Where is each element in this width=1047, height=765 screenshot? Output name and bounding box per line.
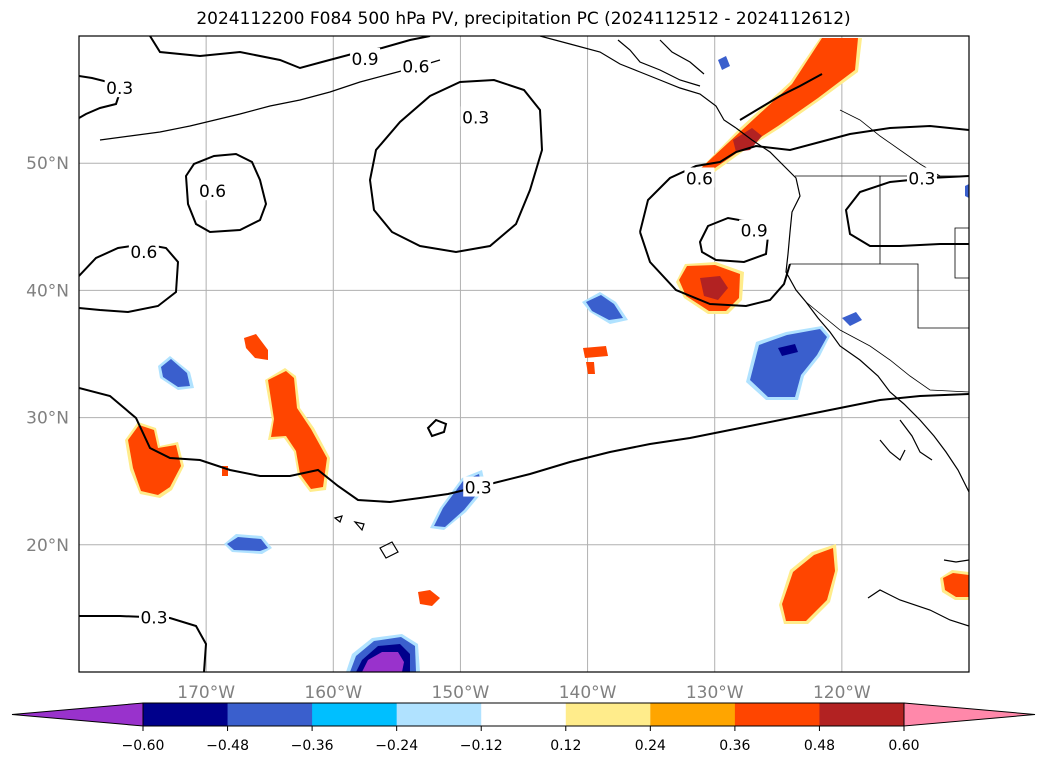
precip-region-extreme-negative [362, 652, 404, 672]
precip-region-positive [418, 590, 440, 606]
lat-label: 50°N [26, 154, 69, 174]
longitude-labels: 170°W 160°W 150°W 140°W 130°W 120°W [177, 683, 871, 703]
contour-label: 0.3 [106, 79, 133, 99]
colorbar-segment [312, 703, 398, 726]
precip-region-negative [750, 329, 827, 397]
precip-region-positive [268, 371, 327, 489]
colorbar-segment [481, 703, 567, 726]
colorbar-tick-label: −0.48 [206, 738, 249, 754]
pv-contour-0.9-north [149, 36, 431, 70]
precip-region-positive [128, 425, 181, 495]
precip-region-strong-positive [700, 276, 728, 300]
contour-label-bg [197, 180, 228, 201]
pv-contour-0.6-west [184, 152, 268, 234]
contour-label-bg [350, 47, 381, 68]
pv-contour-labels: 0.9 0.6 0.3 0.3 0.6 0.6 0.6 0.9 0.3 0.3 0.3 [104, 47, 937, 628]
contour-label: 0.3 [465, 479, 492, 499]
contour-label: 0.3 [462, 108, 489, 128]
lon-label: 150°W [432, 683, 490, 703]
contour-label: 0.3 [140, 608, 167, 628]
precip-region-negative [718, 56, 730, 70]
colorbar-segment [819, 703, 905, 726]
latitude-labels: 20°N 30°N 40°N 50°N [26, 154, 69, 556]
colorbar-tick-label: −0.36 [291, 738, 334, 754]
colorbar-tick-label: 0.12 [550, 738, 581, 754]
colorbar-tick-label: 0.24 [635, 738, 666, 754]
precip-region-positive [583, 346, 608, 358]
contour-label-bg [739, 219, 770, 240]
contour-label-bg [400, 55, 431, 76]
precip-region-positive [943, 573, 969, 597]
map-frame [78, 35, 970, 673]
pv-contour-0.3-north-cap [79, 75, 122, 119]
contour-label: 0.9 [741, 222, 768, 242]
colorbar-extend-over [903, 702, 1036, 727]
map-title: 2024112200 F084 500 hPa PV, precipitatio… [196, 9, 851, 29]
colorbar-segment [565, 703, 651, 726]
contour-label-bg [128, 241, 159, 262]
colorbar-tick-label: 0.36 [719, 738, 750, 754]
contour-label-bg [906, 167, 937, 188]
colorbar-extend-under [11, 702, 144, 727]
colorbar-segment [650, 703, 736, 726]
precip-region-strong-negative [778, 344, 798, 356]
precip-region-negative [586, 295, 623, 320]
contour-label-bg [139, 606, 170, 627]
contour-label-bg [684, 167, 715, 188]
contour-label: 0.3 [908, 169, 935, 189]
contour-label: 0.6 [402, 58, 429, 78]
colorbar-tick-label: 0.60 [888, 738, 919, 754]
pv-contour-0.6-ne-line [739, 73, 823, 121]
pv-contour-0.6-far-west [79, 242, 180, 314]
precip-region-strong-positive [733, 128, 762, 152]
pv-contour-0.3-center [368, 78, 544, 254]
colorbar-outline [142, 702, 905, 727]
pv-contour-0.6-east [639, 124, 969, 233]
lat-label: 40°N [26, 281, 69, 301]
colorbar-segment [227, 703, 313, 726]
contour-label-bg [104, 77, 135, 98]
precip-region-negative [161, 359, 190, 387]
colorbar-tick-label: −0.12 [460, 738, 503, 754]
contour-label: 0.6 [130, 243, 157, 263]
precip-region-negative [965, 184, 969, 198]
pv-contour-0.3-south [79, 615, 208, 672]
colorbar-tick-label: −0.24 [375, 738, 418, 754]
colorbar-segment [734, 703, 820, 726]
coastlines [99, 36, 969, 627]
contour-label-bg [463, 476, 494, 497]
precip-region-negative [227, 537, 268, 551]
country-borders [790, 109, 969, 393]
lon-label: 120°W [813, 683, 871, 703]
pv-contour-0.6-east-lower [639, 231, 791, 308]
lat-label: 30°N [26, 409, 69, 429]
pv-contour-0.9-east [698, 216, 770, 264]
contour-label: 0.6 [199, 182, 226, 202]
precip-anomaly-shading [125, 38, 969, 672]
contour-label-bg [460, 106, 491, 127]
contour-label: 0.9 [352, 50, 379, 70]
colorbar-segment [396, 703, 482, 726]
precip-region-positive [244, 334, 268, 360]
colorbar-segment [143, 703, 229, 726]
lon-label: 140°W [559, 683, 617, 703]
colorbar-tick-label: −0.60 [122, 738, 165, 754]
colorbar-tick-label: 0.48 [804, 738, 835, 754]
colorbar-tick-labels: −0.60 −0.48 −0.36 −0.24 −0.12 0.12 0.24 0.36 0.4… [122, 726, 920, 754]
pv-contours [79, 36, 969, 672]
gridlines [79, 36, 969, 672]
lat-label: 20°N [26, 536, 69, 556]
colorbar [11, 702, 1036, 727]
lon-label: 160°W [304, 683, 362, 703]
contour-label: 0.6 [686, 169, 713, 189]
lon-label: 170°W [177, 683, 235, 703]
precip-region-negative [842, 312, 862, 326]
precip-region-positive [586, 362, 595, 374]
pv-contour-0.3-small-loop [426, 418, 448, 438]
pv-contour-0.3-subtropical [79, 387, 969, 504]
lon-label: 130°W [686, 683, 744, 703]
precip-region-positive [782, 548, 835, 621]
